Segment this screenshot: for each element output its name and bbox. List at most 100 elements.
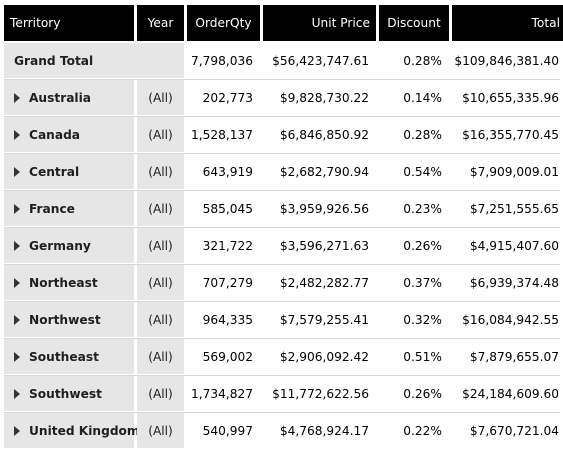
territory-label: Northeast — [29, 275, 98, 290]
column-header-orderqty[interactable]: OrderQty — [187, 5, 260, 41]
row-divider — [4, 79, 560, 80]
grand-total-discount: 0.28% — [379, 43, 449, 78]
row-divider — [4, 116, 560, 117]
table-cell-total: $10,655,335.96 — [452, 80, 563, 115]
caret-right-icon[interactable] — [14, 314, 20, 325]
column-header-total[interactable]: Total — [452, 5, 563, 41]
row-divider — [4, 412, 560, 413]
territory-label: Germany — [29, 238, 91, 253]
table-cell-total: $16,355,770.45 — [452, 117, 563, 152]
column-header-year[interactable]: Year — [137, 5, 184, 41]
table-cell-discount: 0.26% — [379, 228, 449, 263]
table-cell-unit-price: $11,772,622.56 — [263, 376, 376, 411]
table-cell-discount: 0.51% — [379, 339, 449, 374]
caret-right-icon[interactable] — [14, 351, 20, 362]
year-filter-value: (All) — [137, 80, 184, 115]
territory-row-header[interactable]: Northeast — [4, 265, 134, 300]
year-filter-value: (All) — [137, 265, 184, 300]
table-cell-orderqty: 321,722 — [187, 228, 260, 263]
table-cell-orderqty: 707,279 — [187, 265, 260, 300]
table-cell-unit-price: $2,682,790.94 — [263, 154, 376, 189]
table-cell-discount: 0.32% — [379, 302, 449, 337]
column-header-unit-price[interactable]: Unit Price — [263, 5, 376, 41]
table-cell-unit-price: $2,482,282.77 — [263, 265, 376, 300]
table-cell-discount: 0.22% — [379, 413, 449, 448]
grand-total-total: $109,846,381.40 — [452, 43, 563, 78]
year-filter-value: (All) — [137, 228, 184, 263]
row-divider — [4, 190, 560, 191]
territory-label: France — [29, 201, 75, 216]
row-divider — [4, 375, 560, 376]
table-cell-total: $6,939,374.48 — [452, 265, 563, 300]
row-divider — [4, 301, 560, 302]
territory-label: Southwest — [29, 386, 102, 401]
year-filter-value: (All) — [137, 191, 184, 226]
caret-right-icon[interactable] — [14, 425, 20, 436]
table-cell-orderqty: 643,919 — [187, 154, 260, 189]
table-cell-total: $4,915,407.60 — [452, 228, 563, 263]
table-cell-total: $7,251,555.65 — [452, 191, 563, 226]
table-cell-unit-price: $6,846,850.92 — [263, 117, 376, 152]
table-cell-orderqty: 569,002 — [187, 339, 260, 374]
territory-label: Central — [29, 164, 80, 179]
territory-label: Northwest — [29, 312, 101, 327]
table-cell-unit-price: $4,768,924.17 — [263, 413, 376, 448]
row-divider — [4, 153, 560, 154]
year-filter-value: (All) — [137, 339, 184, 374]
caret-right-icon[interactable] — [14, 166, 20, 177]
grand-total-orderqty: 7,798,036 — [187, 43, 260, 78]
territory-row-header[interactable]: United Kingdom — [4, 413, 140, 448]
territory-label: Southeast — [29, 349, 99, 364]
column-header-discount[interactable]: Discount — [379, 5, 449, 41]
caret-right-icon[interactable] — [14, 92, 20, 103]
table-cell-orderqty: 585,045 — [187, 191, 260, 226]
caret-right-icon[interactable] — [14, 277, 20, 288]
territory-row-header[interactable]: Northwest — [4, 302, 134, 337]
table-cell-orderqty: 1,528,137 — [187, 117, 260, 152]
territory-label: Australia — [29, 90, 92, 105]
table-cell-orderqty: 540,997 — [187, 413, 260, 448]
table-cell-discount: 0.37% — [379, 265, 449, 300]
table-cell-total: $24,184,609.60 — [452, 376, 563, 411]
caret-right-icon[interactable] — [14, 129, 20, 140]
table-cell-total: $16,084,942.55 — [452, 302, 563, 337]
territory-label: Canada — [29, 127, 81, 142]
table-cell-unit-price: $2,906,092.42 — [263, 339, 376, 374]
territory-label: United Kingdom — [29, 423, 140, 438]
table-cell-orderqty: 964,335 — [187, 302, 260, 337]
table-cell-total: $7,670,721.04 — [452, 413, 563, 448]
table-cell-unit-price: $3,596,271.63 — [263, 228, 376, 263]
table-cell-unit-price: $7,579,255.41 — [263, 302, 376, 337]
year-filter-value: (All) — [137, 154, 184, 189]
year-filter-value: (All) — [137, 117, 184, 152]
territory-row-header[interactable]: Southeast — [4, 339, 134, 374]
territory-row-header[interactable]: Australia — [4, 80, 134, 115]
grand-total-unit-price: $56,423,747.61 — [263, 43, 376, 78]
territory-row-header[interactable]: France — [4, 191, 134, 226]
territory-row-header[interactable]: Southwest — [4, 376, 134, 411]
grand-total-label: Grand Total — [4, 43, 184, 78]
table-cell-unit-price: $3,959,926.56 — [263, 191, 376, 226]
table-cell-discount: 0.14% — [379, 80, 449, 115]
year-filter-value: (All) — [137, 413, 184, 448]
row-divider — [4, 227, 560, 228]
territory-row-header[interactable]: Central — [4, 154, 134, 189]
table-cell-discount: 0.28% — [379, 117, 449, 152]
column-header-territory[interactable]: Territory — [4, 5, 134, 41]
year-filter-value: (All) — [137, 302, 184, 337]
territory-row-header[interactable]: Canada — [4, 117, 134, 152]
table-cell-total: $7,909,009.01 — [452, 154, 563, 189]
row-divider — [4, 338, 560, 339]
caret-right-icon[interactable] — [14, 388, 20, 399]
table-cell-discount: 0.23% — [379, 191, 449, 226]
table-cell-unit-price: $9,828,730.22 — [263, 80, 376, 115]
table-cell-orderqty: 1,734,827 — [187, 376, 260, 411]
row-divider — [4, 264, 560, 265]
caret-right-icon[interactable] — [14, 203, 20, 214]
table-cell-orderqty: 202,773 — [187, 80, 260, 115]
territory-row-header[interactable]: Germany — [4, 228, 134, 263]
table-cell-total: $7,879,655.07 — [452, 339, 563, 374]
table-cell-discount: 0.26% — [379, 376, 449, 411]
caret-right-icon[interactable] — [14, 240, 20, 251]
table-cell-discount: 0.54% — [379, 154, 449, 189]
